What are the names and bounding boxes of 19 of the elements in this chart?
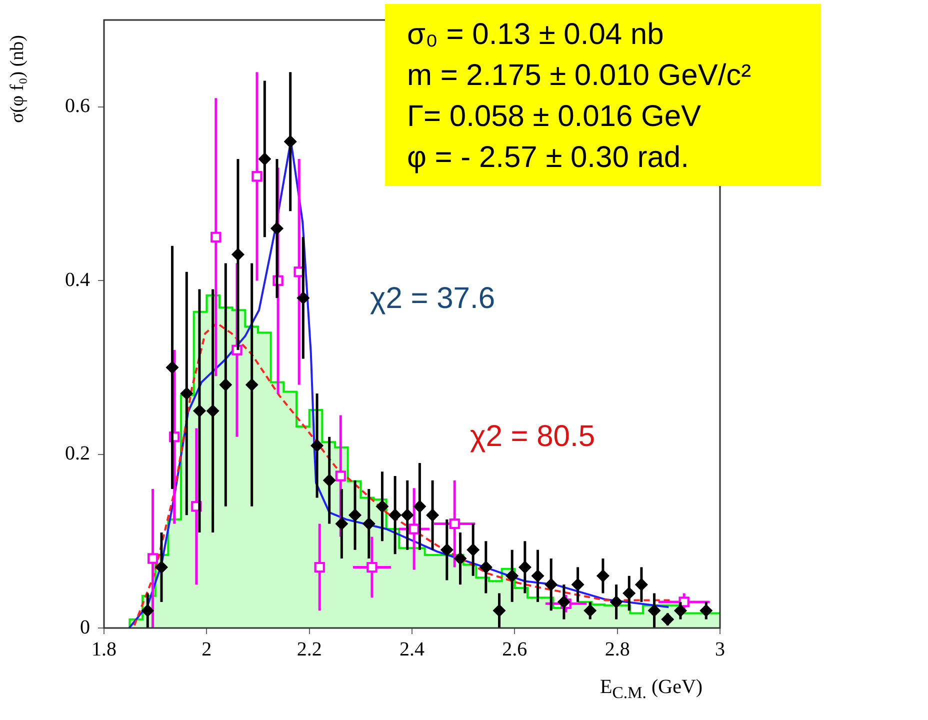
- y-tick-label: 0.4: [65, 268, 90, 291]
- annotation: m = 2.175 ± 0.010 GeV/c²: [407, 58, 752, 94]
- y-tick-label: 0: [80, 616, 90, 638]
- x-tick-label: 1.8: [92, 638, 116, 660]
- annotation: φ = - 2.57 ± 0.30 rad.: [407, 140, 690, 176]
- x-tick-label: 2.8: [604, 638, 630, 660]
- annotation: Γ= 0.058 ± 0.016 GeV: [407, 99, 702, 135]
- annotation: χ2 = 37.6: [370, 282, 496, 316]
- x-tick-label: 2.6: [502, 638, 528, 660]
- x-tick-label: 2.2: [296, 638, 322, 660]
- annotation: σ₀ = 0.13 ± 0.04 nb: [407, 17, 665, 53]
- x-tick-label: 3: [715, 638, 725, 660]
- x-tick-label: 2.4: [400, 638, 424, 660]
- x-axis-title: E$_{C.M.}$ (GeV): [600, 676, 703, 703]
- y-tick-label: 0.2: [65, 442, 90, 465]
- x-tick-label: 2: [202, 638, 212, 660]
- y-axis-title: σ(φ f₀) (nb): [7, 34, 29, 125]
- y-tick-label: 0.6: [65, 95, 90, 118]
- annotation: χ2 = 80.5: [470, 420, 596, 454]
